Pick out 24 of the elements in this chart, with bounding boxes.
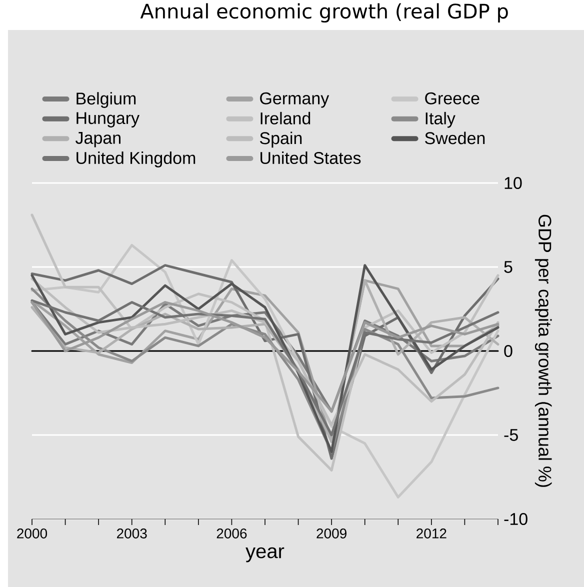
x-axis-title: year bbox=[246, 547, 284, 562]
legend-label: Spain bbox=[260, 132, 302, 148]
legend-label: Ireland bbox=[260, 112, 310, 124]
legend-label: Germany bbox=[260, 92, 330, 108]
x-tick-label: 2006 bbox=[216, 528, 247, 538]
chart-title: Annual economic growth (real GDP p bbox=[140, 3, 508, 23]
y-tick-label: -10 bbox=[504, 512, 528, 526]
legend-label: Greece bbox=[425, 92, 480, 104]
y-axis-title: GDP per capita growth (annual %) bbox=[534, 214, 552, 487]
legend-label: United States bbox=[260, 152, 361, 164]
x-tick-label: 2012 bbox=[416, 528, 446, 538]
legend-label: United Kingdom bbox=[76, 152, 196, 168]
legend-label: Hungary bbox=[76, 112, 140, 128]
legend-label: Italy bbox=[426, 112, 456, 128]
legend-label: Sweden bbox=[425, 132, 485, 144]
y-tick-label: 5 bbox=[504, 261, 512, 273]
x-tick-label: 2003 bbox=[116, 528, 147, 538]
legend-label: Japan bbox=[76, 132, 120, 148]
y-tick-label: 10 bbox=[504, 176, 522, 190]
y-tick-label: -5 bbox=[504, 429, 518, 441]
legend-label: Belgium bbox=[76, 92, 136, 108]
x-tick-label: 2009 bbox=[316, 528, 346, 538]
y-tick-label: 0 bbox=[504, 344, 512, 358]
x-tick-label: 2000 bbox=[17, 528, 48, 538]
